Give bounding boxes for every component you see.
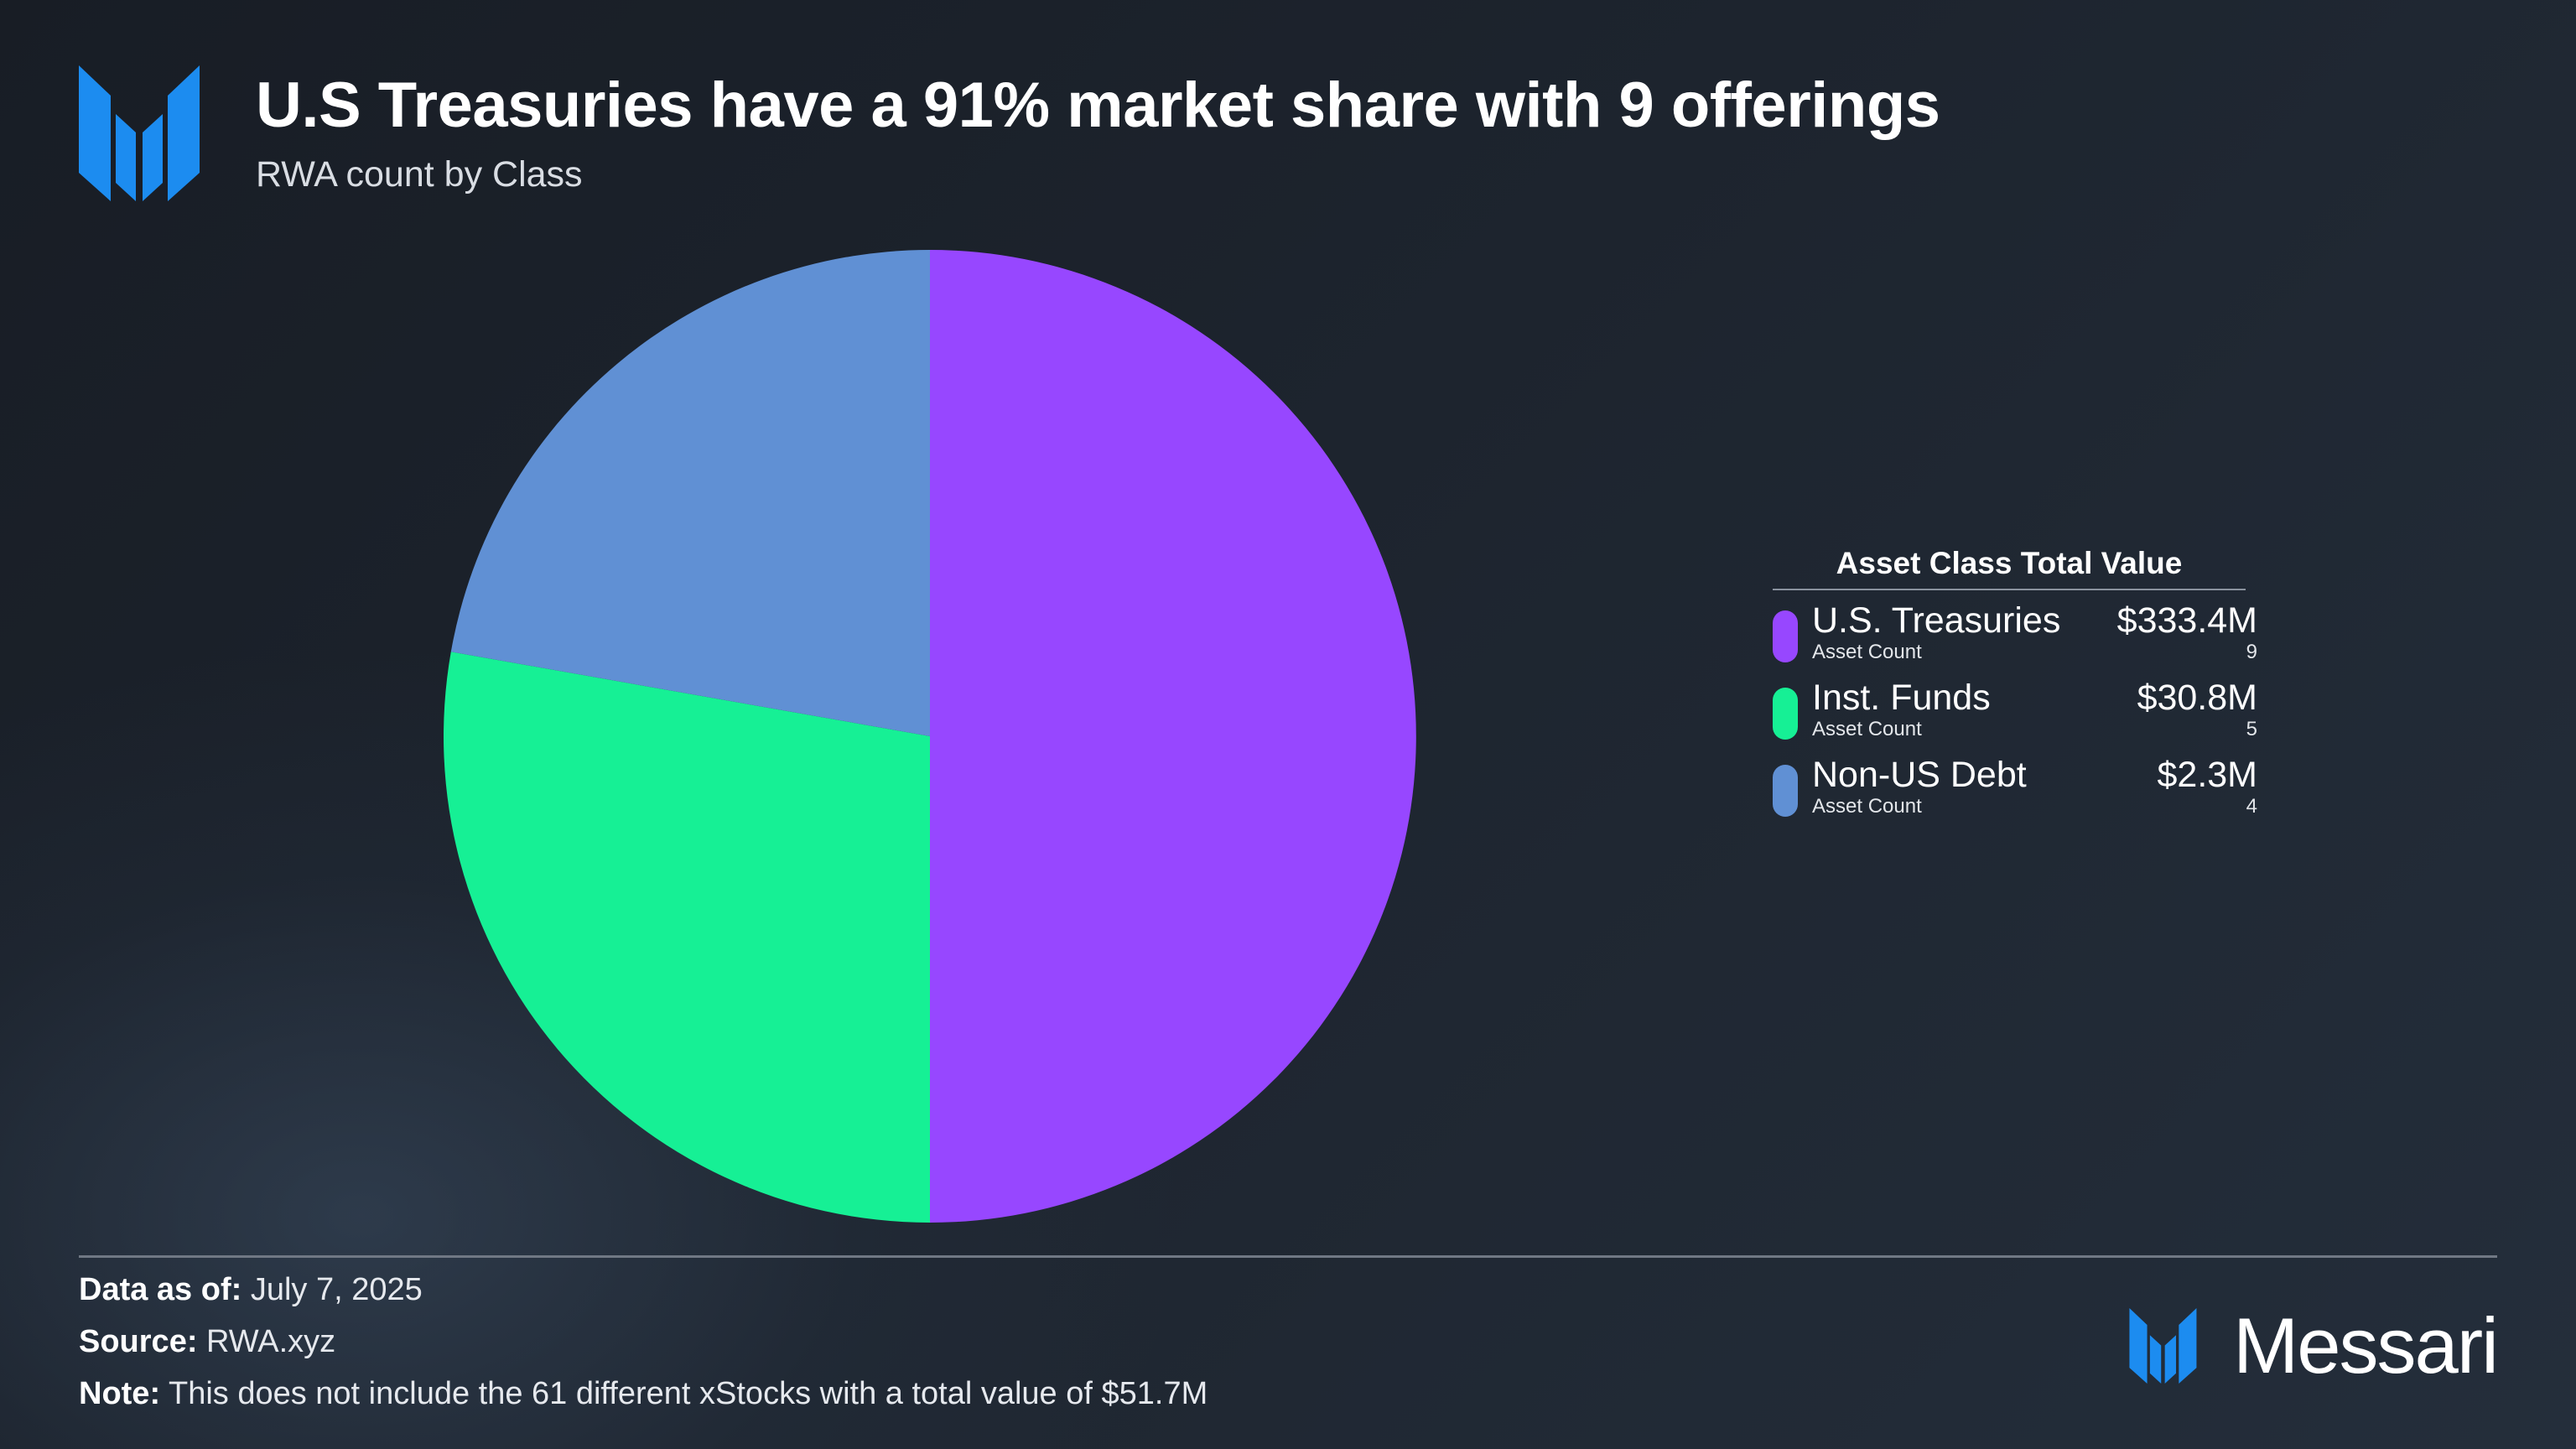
footer-note: Note: This does not include the 61 diffe… xyxy=(79,1374,1208,1414)
legend-sub-label: Asset Count xyxy=(1812,718,1922,740)
pie-slice-non-us-debt xyxy=(450,250,930,736)
legend-item-non-us-debt: Non-US Debt $2.3M Asset Count 4 xyxy=(1773,745,2257,822)
source-label: Source: xyxy=(79,1324,198,1359)
legend-swatch xyxy=(1773,765,1798,817)
brand-name: Messari xyxy=(2232,1301,2499,1389)
legend-value: $30.8M xyxy=(2137,678,2257,718)
page-subtitle: RWA count by Class xyxy=(256,154,583,195)
footer-source: Source: RWA.xyz xyxy=(79,1322,335,1362)
legend-label: U.S. Treasuries xyxy=(1812,600,2061,641)
pie-slice-inst-funds xyxy=(444,652,930,1223)
source-value: RWA.xyz xyxy=(206,1324,336,1359)
legend-count: 4 xyxy=(2246,795,2257,818)
data-as-of-label: Data as of: xyxy=(79,1272,242,1307)
messari-logo-icon xyxy=(79,65,200,201)
page-title: U.S Treasuries have a 91% market share w… xyxy=(256,70,1940,141)
data-as-of-value: July 7, 2025 xyxy=(250,1272,423,1307)
legend-label: Inst. Funds xyxy=(1812,678,1991,718)
legend-label: Non-US Debt xyxy=(1812,755,2027,795)
brand-logo: Messari xyxy=(2127,1301,2499,1389)
pie-slice-u-s-treasuries xyxy=(930,250,1416,1223)
legend-sub-label: Asset Count xyxy=(1812,641,1922,663)
legend-title: Asset Class Total Value xyxy=(1773,543,2246,590)
messari-brand-icon xyxy=(2129,1308,2197,1384)
legend-item-us-treasuries: U.S. Treasuries $333.4M Asset Count 9 xyxy=(1773,590,2257,667)
legend-swatch xyxy=(1773,610,1798,662)
legend-item-inst-funds: Inst. Funds $30.8M Asset Count 5 xyxy=(1773,667,2257,745)
legend-value: $2.3M xyxy=(2157,755,2257,795)
legend: Asset Class Total Value U.S. Treasuries … xyxy=(1773,543,2257,822)
legend-count: 5 xyxy=(2246,718,2257,740)
legend-count: 9 xyxy=(2246,641,2257,663)
legend-sub-label: Asset Count xyxy=(1812,795,1922,818)
note-label: Note: xyxy=(79,1376,161,1411)
legend-value: $333.4M xyxy=(2116,600,2257,641)
legend-swatch xyxy=(1773,688,1798,740)
note-value: This does not include the 61 different x… xyxy=(168,1376,1208,1411)
footer-data-as-of: Data as of: July 7, 2025 xyxy=(79,1270,423,1310)
footer-divider xyxy=(79,1255,2497,1258)
